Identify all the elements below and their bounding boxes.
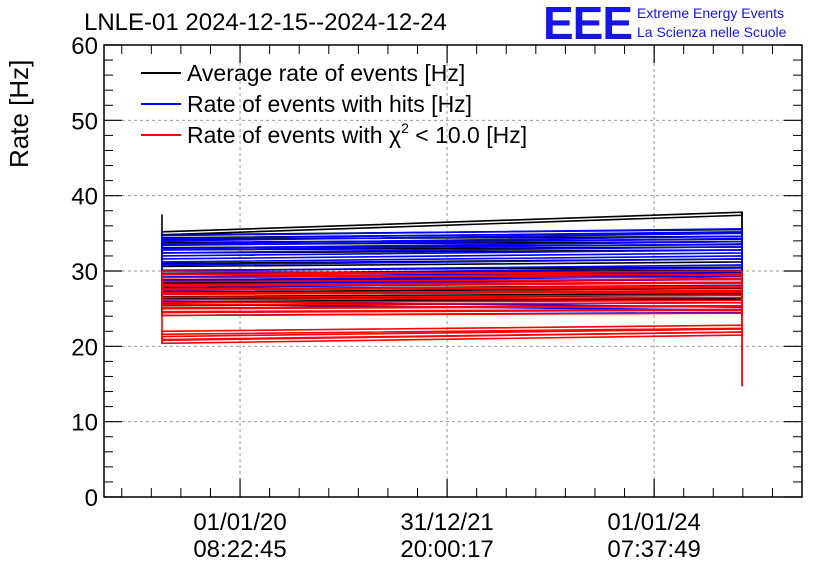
x-tick-time-label: 08:22:45 [193, 536, 286, 563]
series-layer [161, 211, 743, 387]
legend-label-red: Rate of events with χ2 < 10.0 [Hz] [187, 120, 527, 148]
eee-logo: EEE [543, 0, 633, 49]
x-tick-date-label: 01/01/20 [193, 509, 286, 536]
legend-label-blue: Rate of events with hits [Hz] [187, 91, 472, 117]
brand-text: Extreme Energy Events La Scienza nelle S… [637, 4, 786, 42]
x-tick-date-label: 31/12/21 [400, 509, 493, 536]
brand-line-2: La Scienza nelle Scuole [637, 24, 787, 40]
y-tick-label: 30 [71, 259, 98, 286]
brand-line-1: Extreme Energy Events [637, 5, 785, 21]
y-tick-label: 50 [71, 108, 98, 135]
legend-label-text: < 10.0 [Hz] [409, 122, 527, 148]
y-tick-label: 20 [71, 334, 98, 361]
y-tick-label: 10 [71, 410, 98, 437]
series-red [161, 270, 743, 387]
x-tick-time-label: 20:00:17 [400, 536, 493, 563]
legend-label-black: Average rate of events [Hz] [187, 60, 465, 86]
chart-title: LNLE-01 2024-12-15--2024-12-24 [84, 9, 447, 36]
legend: Average rate of events [Hz] Rate of event… [141, 60, 527, 148]
y-tick-label: 40 [71, 184, 98, 211]
y-tick-label: 0 [85, 485, 98, 512]
x-tick-time-label: 07:37:49 [607, 536, 700, 563]
y-tick-label: 60 [71, 33, 98, 60]
legend-label-text: Rate of events with χ [187, 122, 401, 148]
legend-label-superscript: 2 [401, 120, 409, 136]
x-tick-date-label: 01/01/24 [607, 509, 700, 536]
